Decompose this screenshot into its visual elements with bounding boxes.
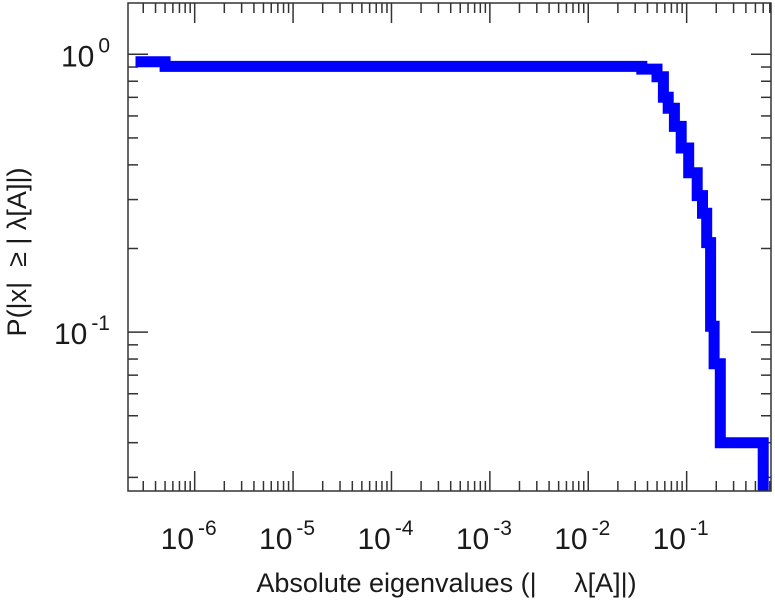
x-tick-label: 10 -3 bbox=[456, 517, 512, 556]
x-tick-label: 10 -5 bbox=[259, 517, 315, 556]
series-line-0 bbox=[135, 56, 769, 491]
y-axis-label: P(|x| ≥ | λ[A]|) bbox=[2, 168, 32, 337]
x-tick-label: 10 -6 bbox=[161, 517, 217, 556]
x-tick-label: 10 -2 bbox=[554, 517, 610, 556]
x-tick-label: 10 -4 bbox=[357, 517, 413, 556]
y-tick-label: 10 0 bbox=[61, 34, 110, 73]
x-axis-label: Absolute eigenvalues (| λ[A]|) bbox=[256, 568, 636, 598]
series-layer bbox=[135, 56, 769, 491]
tick-marks bbox=[128, 3, 771, 491]
tick-labels: 10 -6 10 -5 10 -4 10 -3 10 -2 10 -1 10 0 10 -1 bbox=[54, 34, 709, 556]
y-tick-label: 10 -1 bbox=[54, 312, 110, 351]
x-tick-label: 10 -1 bbox=[653, 517, 709, 556]
plot-frame bbox=[127, 2, 772, 492]
